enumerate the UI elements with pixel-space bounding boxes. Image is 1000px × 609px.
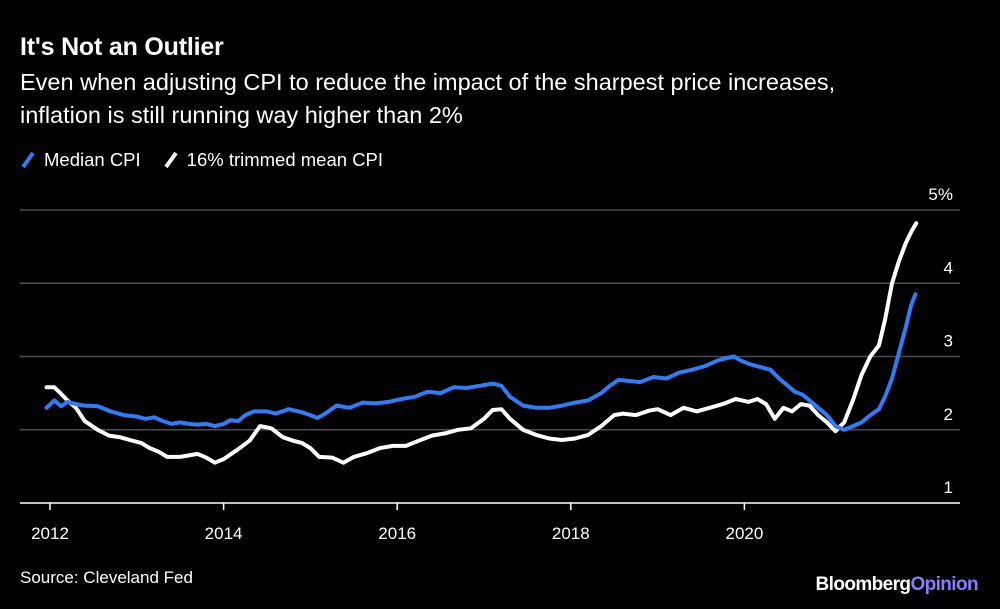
legend-label-median-cpi: Median CPI xyxy=(44,149,141,170)
chart-title: It's Not an Outlier xyxy=(20,33,224,61)
x-tick-label-2020: 2020 xyxy=(725,524,763,543)
y-tick-label-5: 5% xyxy=(928,185,953,204)
y-tick-label-3: 3 xyxy=(944,332,953,351)
y-tick-label-1: 1 xyxy=(944,478,953,497)
x-tick-label-2014: 2014 xyxy=(205,524,243,543)
x-tick-label-2016: 2016 xyxy=(378,524,416,543)
source-note: Source: Cleveland Fed xyxy=(20,568,193,587)
x-tick-label-2018: 2018 xyxy=(552,524,590,543)
legend-item-trimmed-mean-cpi: 16% trimmed mean CPI xyxy=(163,149,383,171)
legend-item-median-cpi: Median CPI xyxy=(20,149,141,171)
legend: Median CPI 16% trimmed mean CPI xyxy=(20,148,405,172)
legend-swatch-trimmed-icon xyxy=(164,151,178,169)
brand-logo-part-1: Bloomberg xyxy=(815,574,911,595)
y-tick-label-4: 4 xyxy=(944,258,953,277)
chart-subtitle: Even when adjusting CPI to reduce the im… xyxy=(20,69,836,128)
brand-logo: BloombergOpinion xyxy=(815,574,979,596)
legend-swatch-median-icon xyxy=(21,151,35,169)
brand-logo-part-2: Opinion xyxy=(910,574,978,595)
y-tick-label-2: 2 xyxy=(944,405,953,424)
series-line-median-cpi xyxy=(44,292,918,432)
x-tick-label-2012: 2012 xyxy=(31,524,69,543)
series-line-trimmed-mean-cpi xyxy=(44,221,919,465)
legend-label-trimmed-mean-cpi: 16% trimmed mean CPI xyxy=(186,149,384,170)
